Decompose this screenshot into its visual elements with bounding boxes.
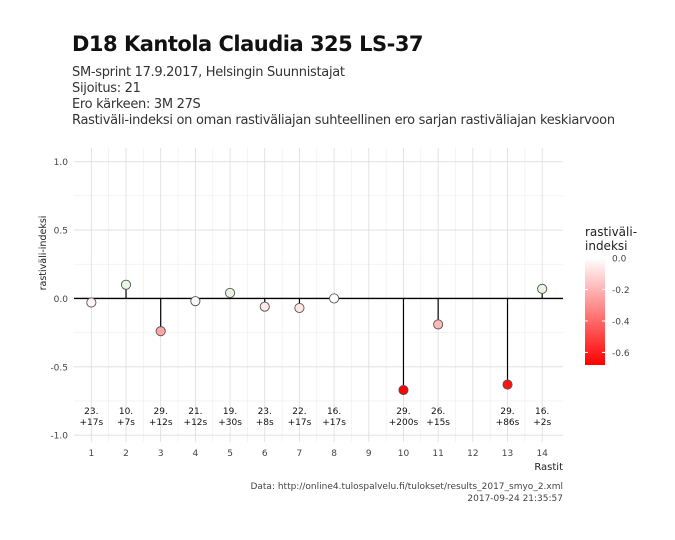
point-rank-label: 26. bbox=[431, 407, 445, 417]
point-control-10 bbox=[398, 384, 409, 396]
x-axis-title: Rastit bbox=[534, 462, 563, 473]
point-gap-label: +200s bbox=[389, 418, 419, 428]
point-rank-label: 19. bbox=[223, 407, 237, 417]
x-tick-label: 11 bbox=[432, 449, 443, 459]
x-tick-label: 4 bbox=[193, 449, 199, 459]
point-label-layer: 23.+17s10.+7s29.+12s21.+12s19.+30s23.+8s… bbox=[79, 407, 551, 428]
point-gap-label: +7s bbox=[117, 418, 135, 428]
point-control-4 bbox=[190, 296, 201, 307]
x-tick-label: 14 bbox=[536, 449, 548, 459]
x-tick-label: 12 bbox=[467, 449, 478, 459]
x-tick-label: 1 bbox=[88, 449, 94, 459]
point-gap-label: +2s bbox=[533, 418, 551, 428]
point-control-3 bbox=[155, 326, 166, 337]
point-control-1 bbox=[86, 297, 97, 308]
subtitle-description: Rastiväli-indeksi on oman rastiväliajan … bbox=[72, 113, 615, 128]
legend-title: rastiväli- bbox=[585, 225, 637, 239]
point-control-7 bbox=[294, 302, 305, 314]
grid-layer bbox=[74, 148, 563, 442]
y-tick-label: -0.5 bbox=[50, 363, 68, 373]
point-control-8 bbox=[329, 293, 340, 304]
point-gap-label: +86s bbox=[496, 418, 520, 428]
chart-title: D18 Kantola Claudia 325 LS-37 bbox=[72, 32, 424, 56]
point-gap-label: +17s bbox=[288, 418, 312, 428]
point-rank-label: 16. bbox=[327, 407, 341, 417]
x-tick-label: 13 bbox=[502, 449, 513, 459]
subtitle-event: SM-sprint 17.9.2017, Helsingin Suunnista… bbox=[72, 65, 345, 80]
point-rank-label: 29. bbox=[500, 407, 514, 417]
x-tick-label: 9 bbox=[366, 449, 372, 459]
point-control-2 bbox=[120, 279, 132, 290]
y-tick-label: -1.0 bbox=[50, 432, 68, 442]
legend-tick-label: -0.6 bbox=[612, 349, 630, 359]
timestamp-caption: 2017-09-24 21:35:57 bbox=[467, 494, 563, 504]
legend-tick-label: -0.4 bbox=[612, 317, 630, 327]
x-tick-label: 3 bbox=[158, 449, 164, 459]
x-tick-label: 10 bbox=[398, 449, 410, 459]
x-tick-label: 8 bbox=[331, 449, 337, 459]
point-gap-label: +17s bbox=[79, 418, 103, 428]
point-control-6 bbox=[259, 301, 270, 312]
point-gap-label: +15s bbox=[426, 418, 450, 428]
point-rank-label: 21. bbox=[188, 407, 202, 417]
y-axis-title: rastiväli-indeksi bbox=[38, 216, 49, 291]
x-tick-label: 5 bbox=[227, 449, 233, 459]
legend-title: indeksi bbox=[585, 239, 627, 253]
mark-layer bbox=[86, 279, 548, 396]
legend-tick-label: -0.2 bbox=[612, 286, 630, 296]
axis-layer: -1.0-0.50.00.51.01 2 3 4 5 6 7 8 9 10 11 12 13 14Rast… bbox=[38, 158, 563, 473]
point-control-5 bbox=[225, 287, 236, 298]
point-control-14 bbox=[537, 283, 548, 294]
point-rank-label: 23. bbox=[258, 407, 272, 417]
y-tick-label: 1.0 bbox=[54, 158, 69, 168]
x-tick-label: 7 bbox=[297, 449, 303, 459]
point-gap-label: +12s bbox=[184, 418, 208, 428]
y-tick-label: 0.0 bbox=[54, 295, 69, 305]
subtitle-gap: Ero kärkeen: 3M 27S bbox=[72, 97, 201, 112]
subtitle-placement: Sijoitus: 21 bbox=[72, 81, 141, 96]
point-gap-label: +8s bbox=[256, 418, 274, 428]
point-rank-label: 29. bbox=[396, 407, 410, 417]
point-control-13 bbox=[502, 379, 513, 390]
point-rank-label: 29. bbox=[154, 407, 168, 417]
data-source-caption: Data: http://online4.tulospalvelu.fi/tul… bbox=[250, 482, 563, 492]
legend: rastiväli-indeksi 0.0 -0.2 -0.4 -0.6 bbox=[585, 225, 637, 365]
point-gap-label: +30s bbox=[218, 418, 242, 428]
legend-tick-label: 0.0 bbox=[612, 255, 627, 265]
y-tick-label: 0.5 bbox=[54, 227, 68, 237]
point-gap-label: +12s bbox=[149, 418, 173, 428]
point-rank-label: 10. bbox=[119, 407, 133, 417]
point-gap-label: +17s bbox=[322, 418, 346, 428]
point-control-11 bbox=[433, 319, 444, 330]
point-rank-label: 23. bbox=[84, 407, 98, 417]
point-rank-label: 22. bbox=[292, 407, 306, 417]
point-rank-label: 16. bbox=[535, 407, 549, 417]
x-tick-label: 6 bbox=[262, 449, 268, 459]
x-tick-label: 2 bbox=[123, 449, 129, 459]
legend-colorbar bbox=[585, 258, 605, 365]
